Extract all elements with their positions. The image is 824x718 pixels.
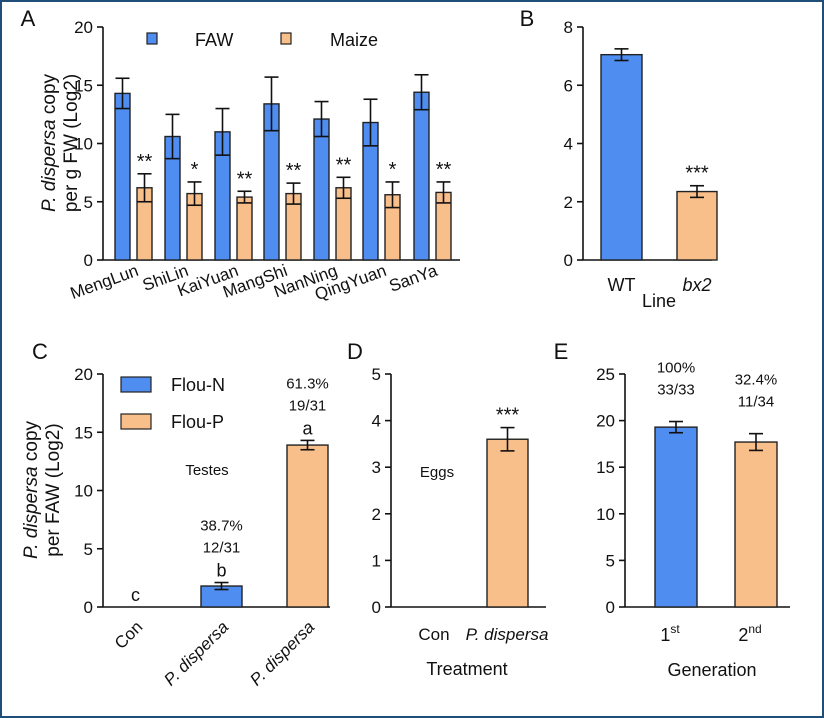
y-tick-label-2: 20 bbox=[74, 365, 93, 384]
y-tick-label-2: 0 bbox=[84, 598, 93, 617]
y-tick-label-1: 2 bbox=[564, 193, 573, 212]
y-tick-label-4: 0 bbox=[606, 598, 615, 617]
panel-label-e: E bbox=[554, 339, 569, 364]
count-label: 33/33 bbox=[657, 382, 695, 399]
count-label: 12/31 bbox=[203, 540, 241, 557]
bar-faw bbox=[114, 92, 131, 261]
legend-swatch-faw bbox=[146, 32, 158, 45]
bar-generation bbox=[734, 441, 778, 608]
panel-label-b: B bbox=[520, 6, 535, 31]
significance-letter: a bbox=[302, 418, 313, 438]
annotation-eggs: Eggs bbox=[420, 464, 454, 481]
percent-label: 100% bbox=[657, 360, 695, 377]
count-label: 11/34 bbox=[738, 394, 774, 411]
panel-label-a: A bbox=[21, 6, 36, 31]
y-axis-title-2: P. dispersa copy bbox=[21, 420, 42, 559]
y-tick-label-3: 2 bbox=[372, 505, 381, 524]
y-tick-label-2: 5 bbox=[84, 540, 93, 559]
bar-line bbox=[676, 190, 718, 261]
count-label: 19/31 bbox=[289, 397, 327, 414]
legend-label-flou-n: Flou-N bbox=[171, 375, 225, 395]
y-tick-label-0: 10 bbox=[74, 135, 93, 154]
x-tick-label-b: WT bbox=[608, 275, 636, 295]
significance-marker: ** bbox=[436, 159, 452, 181]
x-tick-label-d: P. dispersa bbox=[466, 625, 549, 644]
significance-marker: ** bbox=[336, 154, 352, 176]
bar-treatment bbox=[486, 438, 529, 608]
y-tick-label-4: 10 bbox=[596, 505, 615, 524]
x-tick-label-a: SanYa bbox=[387, 261, 441, 296]
significance-marker: ** bbox=[237, 168, 253, 190]
legend-label-flou-p: Flou-P bbox=[171, 412, 224, 432]
y-tick-label-4: 5 bbox=[606, 551, 615, 570]
y-axis-title-line2-2: per FAW (Log2) bbox=[43, 423, 64, 556]
y-tick-label-3: 0 bbox=[372, 598, 381, 617]
y-tick-label-1: 0 bbox=[564, 251, 573, 270]
x-axis-title-d: Treatment bbox=[426, 659, 507, 679]
y-tick-label-4: 20 bbox=[596, 412, 615, 431]
y-tick-label-1: 6 bbox=[564, 76, 573, 95]
significance-letter: c bbox=[131, 585, 140, 605]
significance-marker: ** bbox=[137, 151, 153, 173]
significance-marker: *** bbox=[496, 405, 520, 427]
legend-swatch-maize bbox=[280, 32, 292, 45]
y-tick-label-3: 1 bbox=[372, 551, 381, 570]
panel-label-d: D bbox=[347, 339, 363, 364]
percent-label: 32.4% bbox=[735, 372, 778, 389]
bar-maize bbox=[236, 196, 253, 261]
legend-label-maize: Maize bbox=[330, 30, 378, 50]
legend-swatch-flou-n bbox=[120, 376, 152, 393]
y-tick-label-3: 5 bbox=[372, 365, 381, 384]
y-tick-label-0: 0 bbox=[84, 251, 93, 270]
significance-marker: * bbox=[389, 159, 397, 181]
x-axis-title-b: Line bbox=[642, 291, 676, 311]
significance-marker: * bbox=[191, 159, 199, 181]
x-tick-label-c: P. dispersa bbox=[160, 617, 232, 689]
y-tick-label-3: 3 bbox=[372, 458, 381, 477]
bar-faw bbox=[313, 118, 330, 261]
y-tick-label-3: 4 bbox=[372, 412, 381, 431]
y-axis-title-0: P. dispersa copy bbox=[39, 73, 60, 212]
y-axis-title-line2-0: per g FW (Log2) bbox=[61, 74, 82, 212]
x-tick-label-e: 1st bbox=[660, 622, 680, 645]
x-tick-label-a: MengLun bbox=[68, 261, 141, 303]
y-tick-label-1: 8 bbox=[564, 18, 573, 37]
y-tick-label-2: 15 bbox=[74, 423, 93, 442]
legend-swatch-flou-p bbox=[120, 413, 152, 430]
x-tick-label-e: 2nd bbox=[738, 622, 761, 645]
x-axis-title-e: Generation bbox=[667, 660, 756, 680]
significance-marker: ** bbox=[286, 160, 302, 182]
panel-label-c: C bbox=[32, 339, 48, 364]
x-tick-label-c: Con bbox=[111, 617, 146, 652]
bar-faw bbox=[413, 91, 430, 261]
legend-label-faw: FAW bbox=[195, 30, 233, 50]
percent-label: 61.3% bbox=[286, 375, 329, 392]
x-tick-label-d: Con bbox=[418, 625, 449, 644]
bar-generation bbox=[654, 426, 698, 608]
significance-marker: *** bbox=[685, 163, 709, 185]
y-tick-label-0: 5 bbox=[84, 193, 93, 212]
percent-label: 38.7% bbox=[200, 518, 243, 535]
y-tick-label-0: 20 bbox=[74, 18, 93, 37]
x-tick-label-b: bx2 bbox=[682, 275, 711, 295]
x-tick-label-c: P. dispersa bbox=[246, 617, 318, 689]
y-tick-label-2: 10 bbox=[74, 482, 93, 501]
y-tick-label-1: 4 bbox=[564, 135, 573, 154]
y-tick-label-0: 15 bbox=[74, 76, 93, 95]
bar-treatment bbox=[286, 444, 329, 608]
annotation-testes: Testes bbox=[185, 462, 228, 479]
y-tick-label-4: 25 bbox=[596, 365, 615, 384]
y-tick-label-4: 15 bbox=[596, 458, 615, 477]
significance-letter: b bbox=[216, 561, 226, 581]
bar-line bbox=[600, 53, 643, 261]
